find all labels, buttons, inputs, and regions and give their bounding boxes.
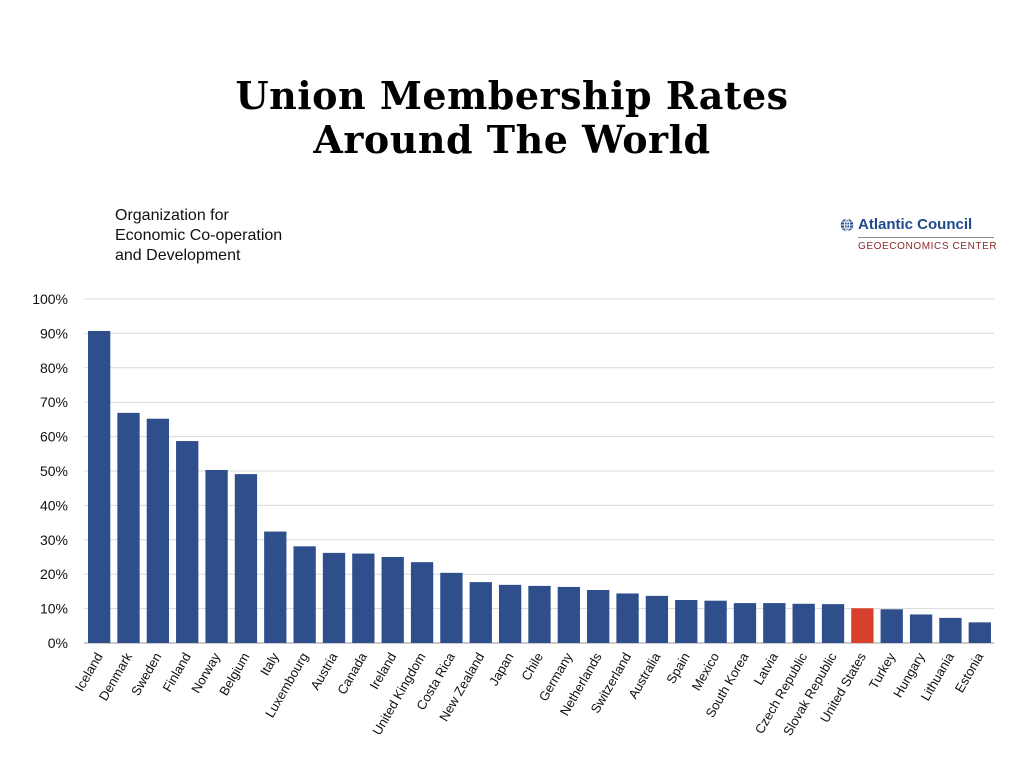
brand-subtitle: GEOECONOMICS CENTER (858, 241, 998, 252)
source-organization: Organization for Economic Co-operation a… (115, 206, 282, 266)
bar (234, 474, 258, 643)
bar (616, 593, 639, 643)
bar (528, 585, 551, 643)
slide-title-line-1: Union Membership Rates (235, 73, 789, 118)
bar (322, 552, 346, 643)
bar (410, 562, 434, 643)
y-tick-label: 40% (40, 497, 68, 513)
bar (939, 617, 962, 643)
y-tick-label: 20% (40, 566, 68, 582)
bar (440, 572, 463, 643)
bar (587, 590, 610, 643)
source-line-2: Economic Co-operation (115, 227, 283, 244)
bar (733, 603, 757, 643)
y-tick-label: 10% (40, 601, 68, 617)
source-line-1: Organization for (115, 207, 229, 224)
bar (851, 608, 874, 643)
bar (293, 546, 316, 643)
y-tick-label: 50% (40, 463, 68, 479)
bar (792, 603, 815, 643)
x-tick-label: Chile (518, 650, 546, 683)
bar (909, 614, 933, 643)
bar (968, 622, 991, 643)
bar (821, 604, 845, 643)
source-line-3: and Development (115, 247, 241, 264)
x-tick-label: Italy (257, 650, 282, 679)
bar (146, 418, 170, 643)
x-tick-label: Estonia (952, 649, 987, 695)
globe-icon (840, 218, 854, 231)
x-tick-label: Spain (663, 650, 693, 686)
bar (176, 441, 199, 643)
bar (498, 584, 522, 643)
bar (675, 600, 698, 643)
y-tick-label: 80% (40, 360, 68, 376)
slide-title-line-2: Around The World (313, 117, 711, 162)
x-tick-label: Canada (334, 649, 370, 697)
bar (557, 586, 580, 643)
bar (205, 469, 228, 643)
bar (117, 412, 140, 643)
bar (880, 609, 903, 643)
bar (469, 582, 492, 643)
brand-divider (858, 237, 994, 238)
y-tick-label: 60% (40, 429, 68, 445)
y-tick-label: 90% (40, 325, 68, 341)
bar (645, 595, 669, 643)
bar (763, 603, 786, 643)
bar (704, 600, 727, 643)
y-tick-label: 70% (40, 394, 68, 410)
brand-name: Atlantic Council (858, 216, 973, 233)
bar (88, 330, 111, 643)
atlantic-council-logo: Atlantic Council GEOECONOMICS CENTER (840, 216, 1000, 260)
bar (264, 531, 287, 643)
y-tick-label: 30% (40, 532, 68, 548)
bar (381, 557, 404, 643)
slide-title: Union Membership Rates Around The World (0, 74, 1024, 162)
y-tick-label: 100% (32, 291, 68, 307)
bar (352, 553, 375, 643)
x-tick-label: Japan (486, 650, 517, 688)
y-tick-label: 0% (48, 635, 68, 651)
x-tick-label: Latvia (751, 649, 782, 687)
